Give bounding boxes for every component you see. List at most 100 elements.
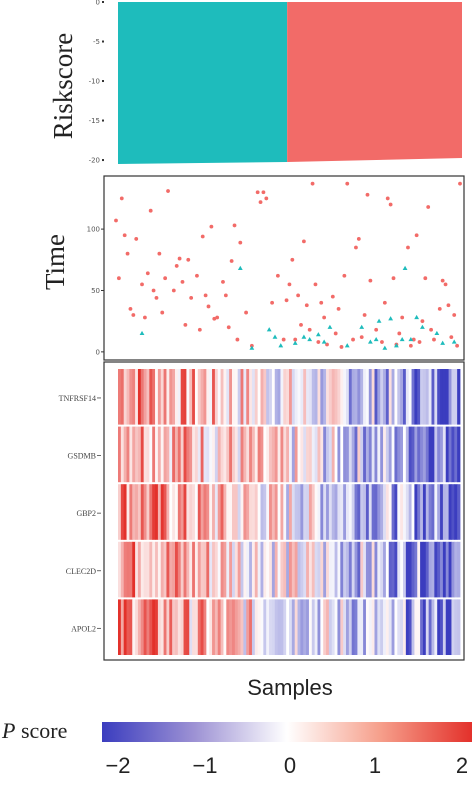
heatmap-cell xyxy=(172,541,176,598)
heatmap-cell xyxy=(346,484,350,540)
heatmap-cell xyxy=(277,484,281,540)
riskscore-tick-mark xyxy=(102,119,104,122)
heatmap-cell xyxy=(388,541,392,598)
heatmap-cell xyxy=(257,541,261,598)
heatmap-cell xyxy=(163,484,167,540)
heatmap-cell xyxy=(135,426,139,483)
heatmap-cell xyxy=(271,484,276,540)
heatmap-cell xyxy=(328,426,333,483)
heatmap-cell xyxy=(371,369,375,425)
heatmap-cell xyxy=(155,541,159,598)
alive-point xyxy=(174,264,179,268)
heatmap-cell xyxy=(377,426,381,483)
alive-point xyxy=(385,196,390,201)
heatmap-cell xyxy=(300,426,304,483)
heatmap-cell xyxy=(163,541,167,598)
heatmap-cell xyxy=(323,484,327,540)
heatmap-cell xyxy=(223,369,227,425)
heatmap-cell xyxy=(180,541,184,598)
heatmap-cell xyxy=(457,369,461,425)
alive-point xyxy=(339,345,344,349)
heatmap-cell xyxy=(286,599,290,655)
heatmap-cell xyxy=(343,541,347,598)
alive-point xyxy=(336,306,341,311)
heatmap-cell xyxy=(212,599,216,655)
heatmap-cell xyxy=(422,484,427,540)
heatmap-cell xyxy=(348,599,353,655)
heatmap-cell xyxy=(303,484,307,540)
heatmap-cell xyxy=(274,484,278,540)
heatmap-cell xyxy=(408,369,412,425)
alive-point xyxy=(417,340,422,344)
heatmap-cell xyxy=(146,484,150,540)
heatmap-cell xyxy=(254,426,259,483)
alive-point xyxy=(145,271,150,276)
heatmap-cell xyxy=(166,426,170,483)
alive-point xyxy=(134,237,139,241)
heatmap-cell xyxy=(291,599,296,655)
heatmap-cell xyxy=(365,484,370,540)
alive-point xyxy=(128,306,133,311)
heatmap-cell xyxy=(177,599,182,655)
heatmap-cell xyxy=(146,599,150,655)
heatmap-cell xyxy=(328,369,333,425)
alive-point xyxy=(238,240,243,245)
heatmap-cell xyxy=(411,426,415,483)
alive-point xyxy=(307,327,312,332)
heatmap-cell xyxy=(157,599,162,655)
heatmap-cell xyxy=(331,484,335,540)
dead-point xyxy=(249,345,255,350)
heatmap-cell xyxy=(257,599,261,655)
heatmap-cell xyxy=(411,369,415,425)
heatmap-cell xyxy=(357,426,361,483)
heatmap-cell xyxy=(152,426,156,483)
alive-point xyxy=(287,282,292,287)
heatmap-cell xyxy=(269,599,273,655)
heatmap-cell xyxy=(425,484,430,540)
heatmap-cell xyxy=(232,599,236,655)
heatmap-cell xyxy=(289,541,293,598)
heatmap-cell xyxy=(363,484,367,540)
heatmap-cell xyxy=(118,541,122,598)
heatmap-cell xyxy=(408,484,412,540)
alive-point xyxy=(166,189,170,193)
heatmap-cell xyxy=(442,426,447,483)
heatmap-cell xyxy=(283,484,287,540)
heatmap-cell xyxy=(297,484,301,540)
heatmap-cell xyxy=(320,599,324,655)
heatmap-cell xyxy=(422,426,427,483)
heatmap-cell xyxy=(308,426,313,483)
alive-point xyxy=(212,316,217,321)
heatmap-cell xyxy=(374,369,378,425)
heatmap-cell xyxy=(371,484,375,540)
alive-point xyxy=(313,282,318,287)
heatmap-cell xyxy=(149,426,153,483)
dead-point xyxy=(420,324,425,329)
legend-tick-label: 1 xyxy=(369,753,381,778)
heatmap-cell xyxy=(343,369,347,425)
heatmap-cell xyxy=(397,369,401,425)
heatmap-cell xyxy=(306,484,310,540)
alive-point xyxy=(226,325,231,330)
heatmap-cell xyxy=(126,599,130,655)
heatmap-cell xyxy=(314,599,318,655)
heatmap-cell xyxy=(280,541,284,598)
dead-point xyxy=(327,324,333,329)
heatmap-cell xyxy=(291,484,296,540)
heatmap-cell xyxy=(303,426,307,483)
heatmap-cell xyxy=(206,484,210,540)
heatmap-cell xyxy=(306,541,310,598)
heatmap-cell xyxy=(192,541,196,598)
alive-point xyxy=(345,181,350,186)
heatmap-cell xyxy=(357,484,361,540)
heatmap-cell xyxy=(212,541,216,598)
heatmap-cell xyxy=(277,541,281,598)
heatmap-cell xyxy=(206,541,210,598)
riskscore-tick-label: -5 xyxy=(93,38,100,46)
heatmap-cell xyxy=(137,541,142,598)
heatmap-cell xyxy=(223,541,227,598)
heatmap-cell xyxy=(140,426,145,483)
heatmap-cell xyxy=(405,484,410,540)
heatmap-cell xyxy=(400,599,404,655)
heatmap-cell xyxy=(377,541,381,598)
